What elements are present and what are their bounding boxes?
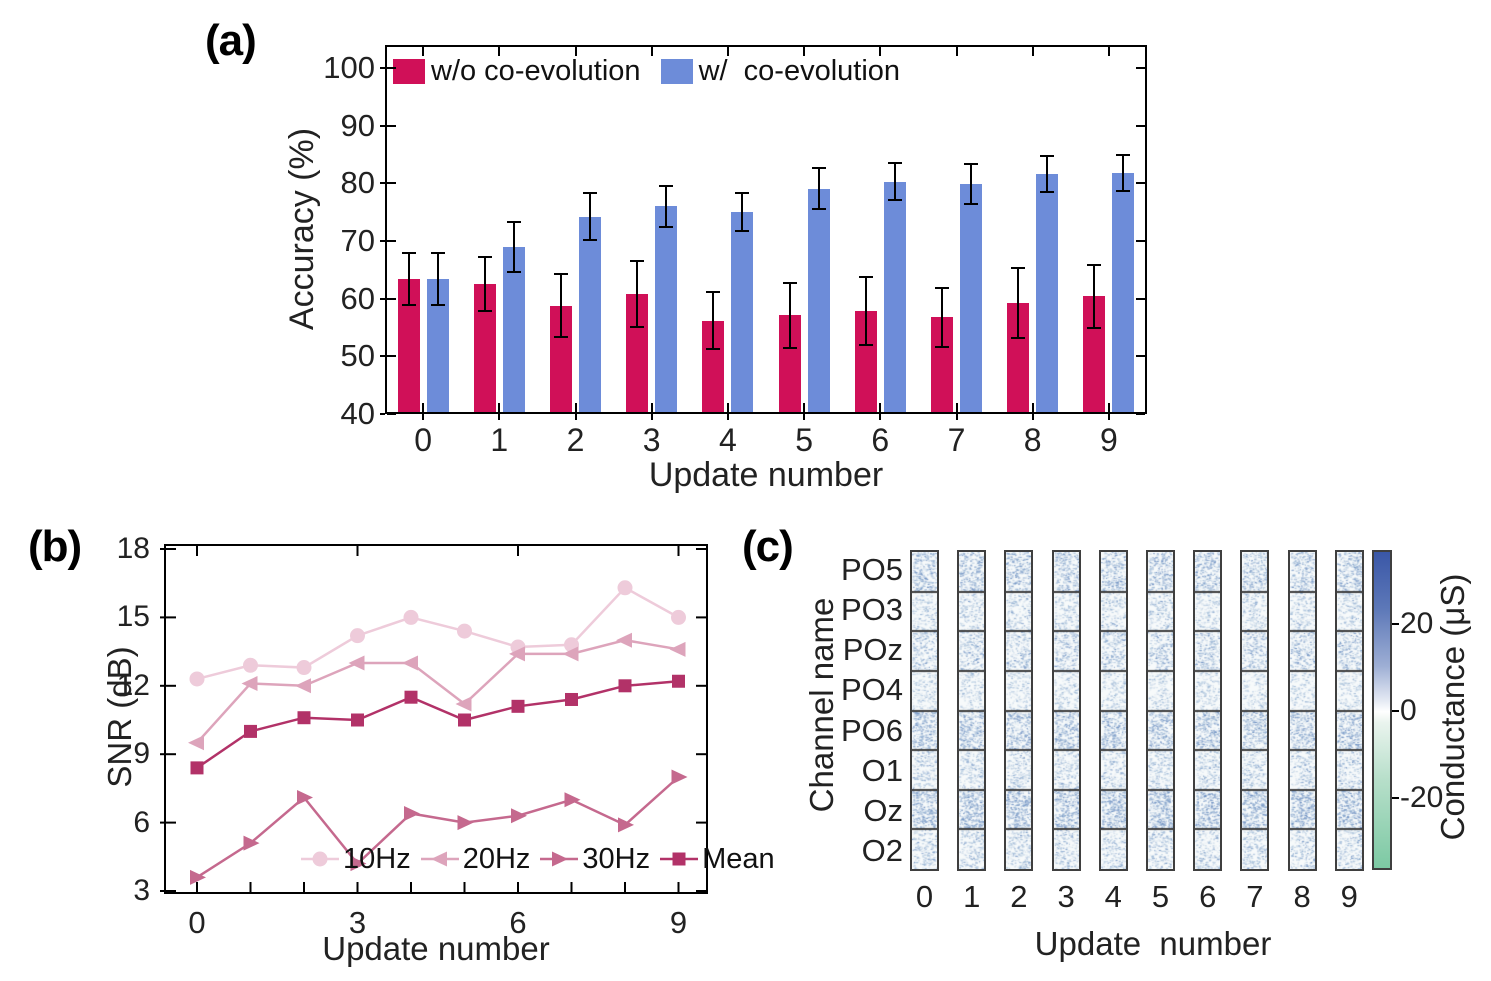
c-heatmap-cells <box>1101 552 1126 869</box>
c-row-label: PO5 <box>745 551 903 589</box>
figure-canvas: (a) (b) (c) w/o co-evolution w/ co-evolu… <box>0 0 1491 981</box>
c-heatmap-cells <box>1054 552 1079 869</box>
c-colorbar-tick <box>1392 710 1399 712</box>
c-x-axis-title: Update number <box>953 925 1353 963</box>
c-colorbar-title: Conductance (μS) <box>1433 497 1473 917</box>
c-heatmap-cells <box>1006 552 1031 869</box>
c-x-tick-label: 5 <box>1137 879 1185 915</box>
c-heatmap-column <box>910 550 939 871</box>
c-colorbar-tick <box>1392 623 1399 625</box>
c-heatmap-column <box>1099 550 1128 871</box>
c-heatmap-cells <box>1195 552 1220 869</box>
c-x-tick-label: 6 <box>1184 879 1232 915</box>
c-heatmap-column <box>1052 550 1081 871</box>
c-heatmap-cells <box>1290 552 1315 869</box>
c-row-label: PO4 <box>745 671 903 709</box>
panel-c-heatmap: Update number Channel name 0 1 2 3 4 5 6 7 8 9 PO5… <box>0 510 1491 981</box>
c-heatmap-cells <box>1148 552 1173 869</box>
c-x-tick-label: 7 <box>1231 879 1279 915</box>
c-heatmap-column <box>1335 550 1364 871</box>
c-x-tick-label: 2 <box>995 879 1043 915</box>
c-heatmap-column <box>1288 550 1317 871</box>
c-colorbar-tick <box>1392 797 1399 799</box>
c-x-tick-label: 0 <box>901 879 949 915</box>
c-row-label: O1 <box>745 752 903 790</box>
c-heatmap-cells <box>959 552 984 869</box>
c-heatmap-column <box>1240 550 1269 871</box>
c-row-label: PO3 <box>745 591 903 629</box>
c-x-tick-label: 8 <box>1278 879 1326 915</box>
c-x-tick-label: 1 <box>948 879 996 915</box>
c-row-label: O2 <box>745 832 903 870</box>
c-heatmap-column <box>957 550 986 871</box>
c-heatmap-column <box>1146 550 1175 871</box>
c-heatmap-cells <box>912 552 937 869</box>
c-row-label: PO6 <box>745 712 903 750</box>
c-x-tick-label: 3 <box>1042 879 1090 915</box>
c-colorbar <box>1372 550 1392 870</box>
c-heatmap-cells <box>1242 552 1267 869</box>
c-heatmap-cells <box>1337 552 1362 869</box>
c-row-label: Oz <box>745 792 903 830</box>
c-heatmap-column <box>1193 550 1222 871</box>
c-heatmap-column <box>1004 550 1033 871</box>
c-row-label: POz <box>745 631 903 669</box>
c-x-tick-label: 4 <box>1089 879 1137 915</box>
c-x-tick-label: 9 <box>1325 879 1373 915</box>
